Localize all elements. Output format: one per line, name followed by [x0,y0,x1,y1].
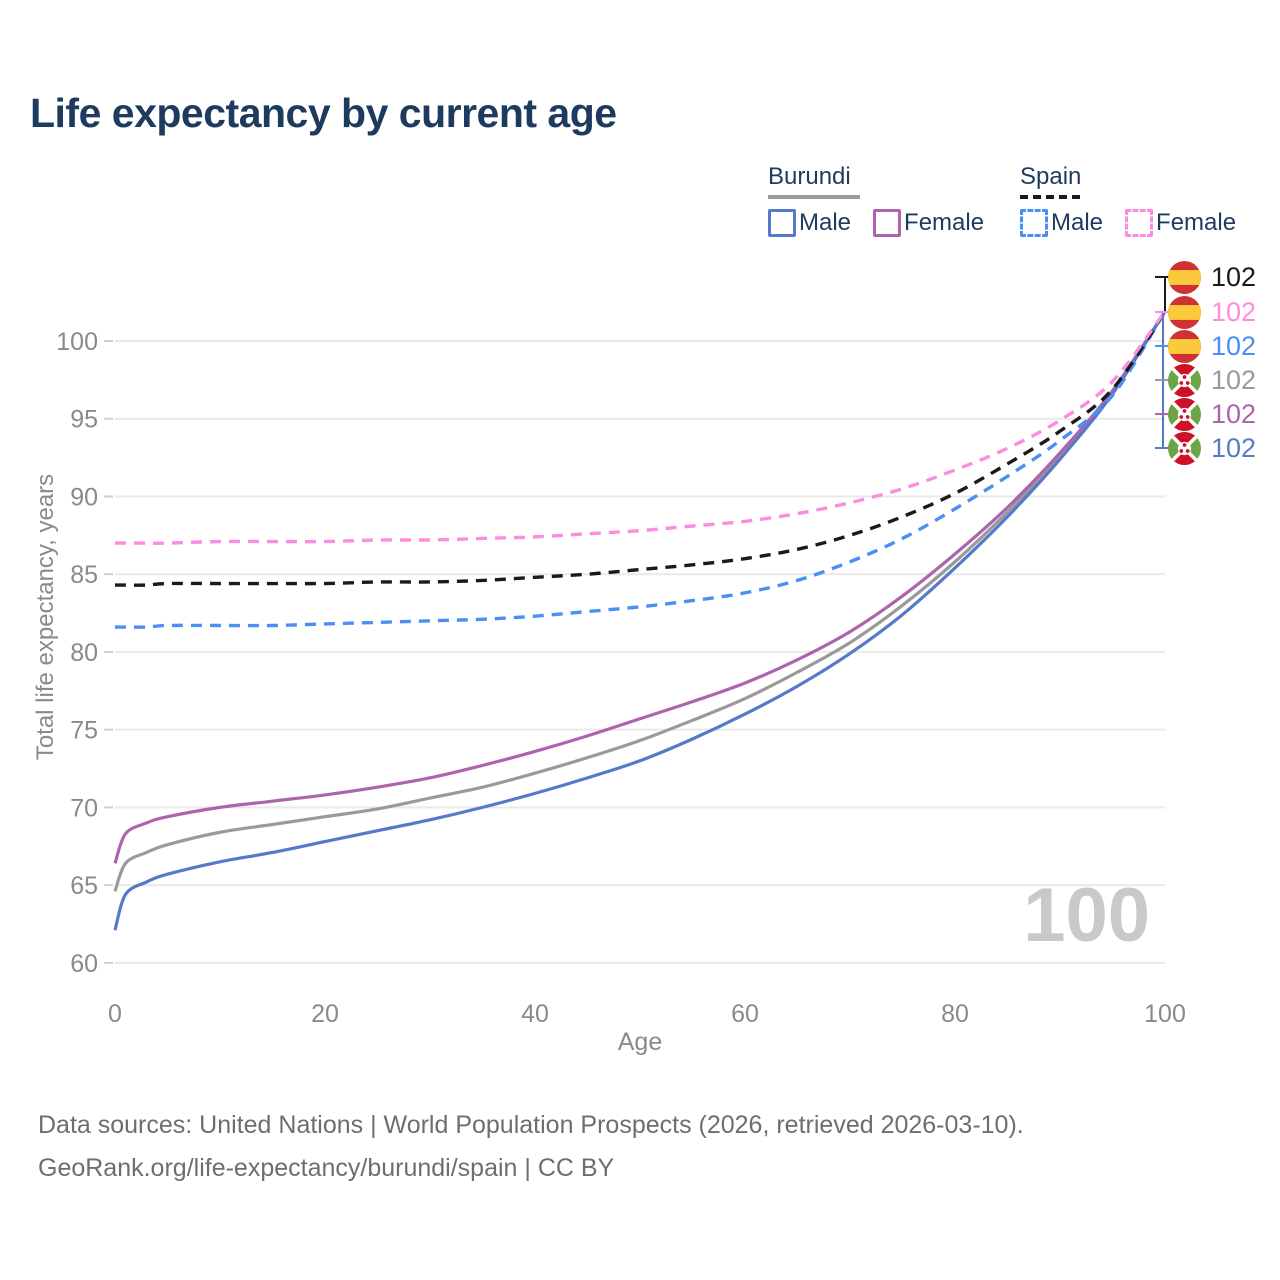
series-line-spain-female[interactable] [114,310,1167,545]
series-line-burundi-male[interactable] [113,310,1167,931]
legend-group-spain: Spain Male Female [1020,163,1236,237]
legend-burundi-female-label: Female [904,209,985,236]
x-tick-label: 0 [108,1000,122,1028]
end-label-value: 102 [1211,296,1257,327]
burundi-flag-icon [1168,431,1201,465]
spain-male-swatch [1020,209,1048,237]
footer-attribution: GeoRank.org/life-expectancy/burundi/spai… [38,1154,615,1182]
end-label-value: 102 [1211,432,1257,463]
y-tick-label: 70 [70,794,98,822]
y-tick-label: 80 [70,639,98,667]
y-tick-label: 90 [70,483,98,511]
y-tick-label: 100 [56,328,98,356]
end-label-value: 102 [1211,330,1257,361]
burundi-flag-icon [1168,397,1201,431]
burundi-flag-icon [1168,363,1201,397]
legend-item-spain-female[interactable]: Female [1125,209,1236,237]
spain-flag-icon [1168,295,1201,329]
legend-item-burundi-female[interactable]: Female [873,209,984,237]
end-label-value: 102 [1211,364,1257,395]
legend-burundi-items: Male Female [768,209,984,237]
end-label-row-burundi-male: 102 [1168,431,1256,465]
x-tick-label: 80 [941,1000,969,1028]
burundi-female-swatch [873,209,902,237]
legend-spain-male-label: Male [1051,209,1104,236]
end-label-row-spain-female: 102 [1168,295,1256,329]
legend-spain-female-label: Female [1156,209,1237,236]
legend-burundi-male-label: Male [799,209,852,236]
x-axis-title: Age [617,1028,663,1056]
page-title: Life expectancy by current age [30,90,617,136]
legend-item-spain-male[interactable]: Male [1020,209,1103,237]
legend-group-burundi: Burundi Male Female [768,163,984,237]
end-label-row-spain-male: 102 [1168,329,1256,363]
end-label-row-burundi-female: 102 [1168,397,1256,431]
x-tick-label: 20 [311,1000,339,1028]
series-line-spain-average[interactable] [115,310,1167,587]
burundi-male-swatch [768,209,796,237]
spain-flag-icon [1168,260,1201,294]
end-label-row-burundi-average: 102 [1168,363,1256,397]
legend-spain-items: Male Female [1020,209,1236,237]
end-label-value: 102 [1211,261,1257,292]
watermark-age-100: 100 [1023,873,1150,958]
end-label-row-spain-average: 102 [1168,260,1256,294]
x-tick-label: 40 [521,1000,549,1028]
spain-female-swatch [1125,209,1154,237]
end-label-value: 102 [1211,398,1257,429]
x-tick-label: 100 [1144,1000,1186,1028]
y-tick-label: 60 [70,950,98,978]
y-tick-label: 75 [70,717,98,745]
spain-flag-icon [1168,329,1201,363]
series-line-spain-male[interactable] [115,310,1167,629]
y-tick-label: 65 [70,872,98,900]
legend-spain-underline [1020,195,1083,199]
series-line-burundi-female[interactable] [113,310,1167,864]
y-axis-title: Total life expectancy, years [32,473,59,761]
legend-burundi-title: Burundi [768,163,851,190]
y-tick-label: 95 [70,406,98,434]
gridlines: 60 65 70 75 80 85 90 95 100 0 20 40 60 80 100 [56,328,1186,1028]
y-tick-label: 85 [70,561,98,589]
series-line-burundi-average[interactable] [113,310,1167,892]
legend-spain-title: Spain [1020,163,1082,190]
legend-burundi-underline [768,195,860,199]
footer-data-sources: Data sources: United Nations | World Pop… [38,1111,1024,1139]
legend-item-burundi-male[interactable]: Male [768,209,851,237]
x-tick-label: 60 [731,1000,759,1028]
footer: Data sources: United Nations | World Pop… [38,1104,1024,1190]
